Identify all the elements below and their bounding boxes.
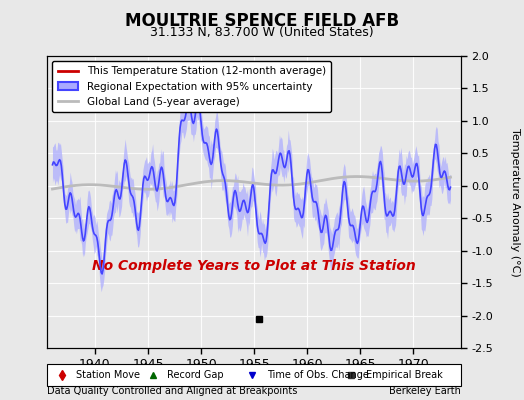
Y-axis label: Temperature Anomaly (°C): Temperature Anomaly (°C) — [510, 128, 520, 276]
Text: Record Gap: Record Gap — [167, 370, 224, 380]
Text: Time of Obs. Change: Time of Obs. Change — [267, 370, 368, 380]
Text: No Complete Years to Plot at This Station: No Complete Years to Plot at This Statio… — [92, 259, 416, 273]
Text: 31.133 N, 83.700 W (United States): 31.133 N, 83.700 W (United States) — [150, 26, 374, 39]
Text: Empirical Break: Empirical Break — [366, 370, 443, 380]
Legend: This Temperature Station (12-month average), Regional Expectation with 95% uncer: This Temperature Station (12-month avera… — [52, 61, 331, 112]
Text: Data Quality Controlled and Aligned at Breakpoints: Data Quality Controlled and Aligned at B… — [47, 386, 298, 396]
Text: Berkeley Earth: Berkeley Earth — [389, 386, 461, 396]
Text: Station Move: Station Move — [76, 370, 140, 380]
FancyBboxPatch shape — [47, 364, 461, 386]
Text: MOULTRIE SPENCE FIELD AFB: MOULTRIE SPENCE FIELD AFB — [125, 12, 399, 30]
